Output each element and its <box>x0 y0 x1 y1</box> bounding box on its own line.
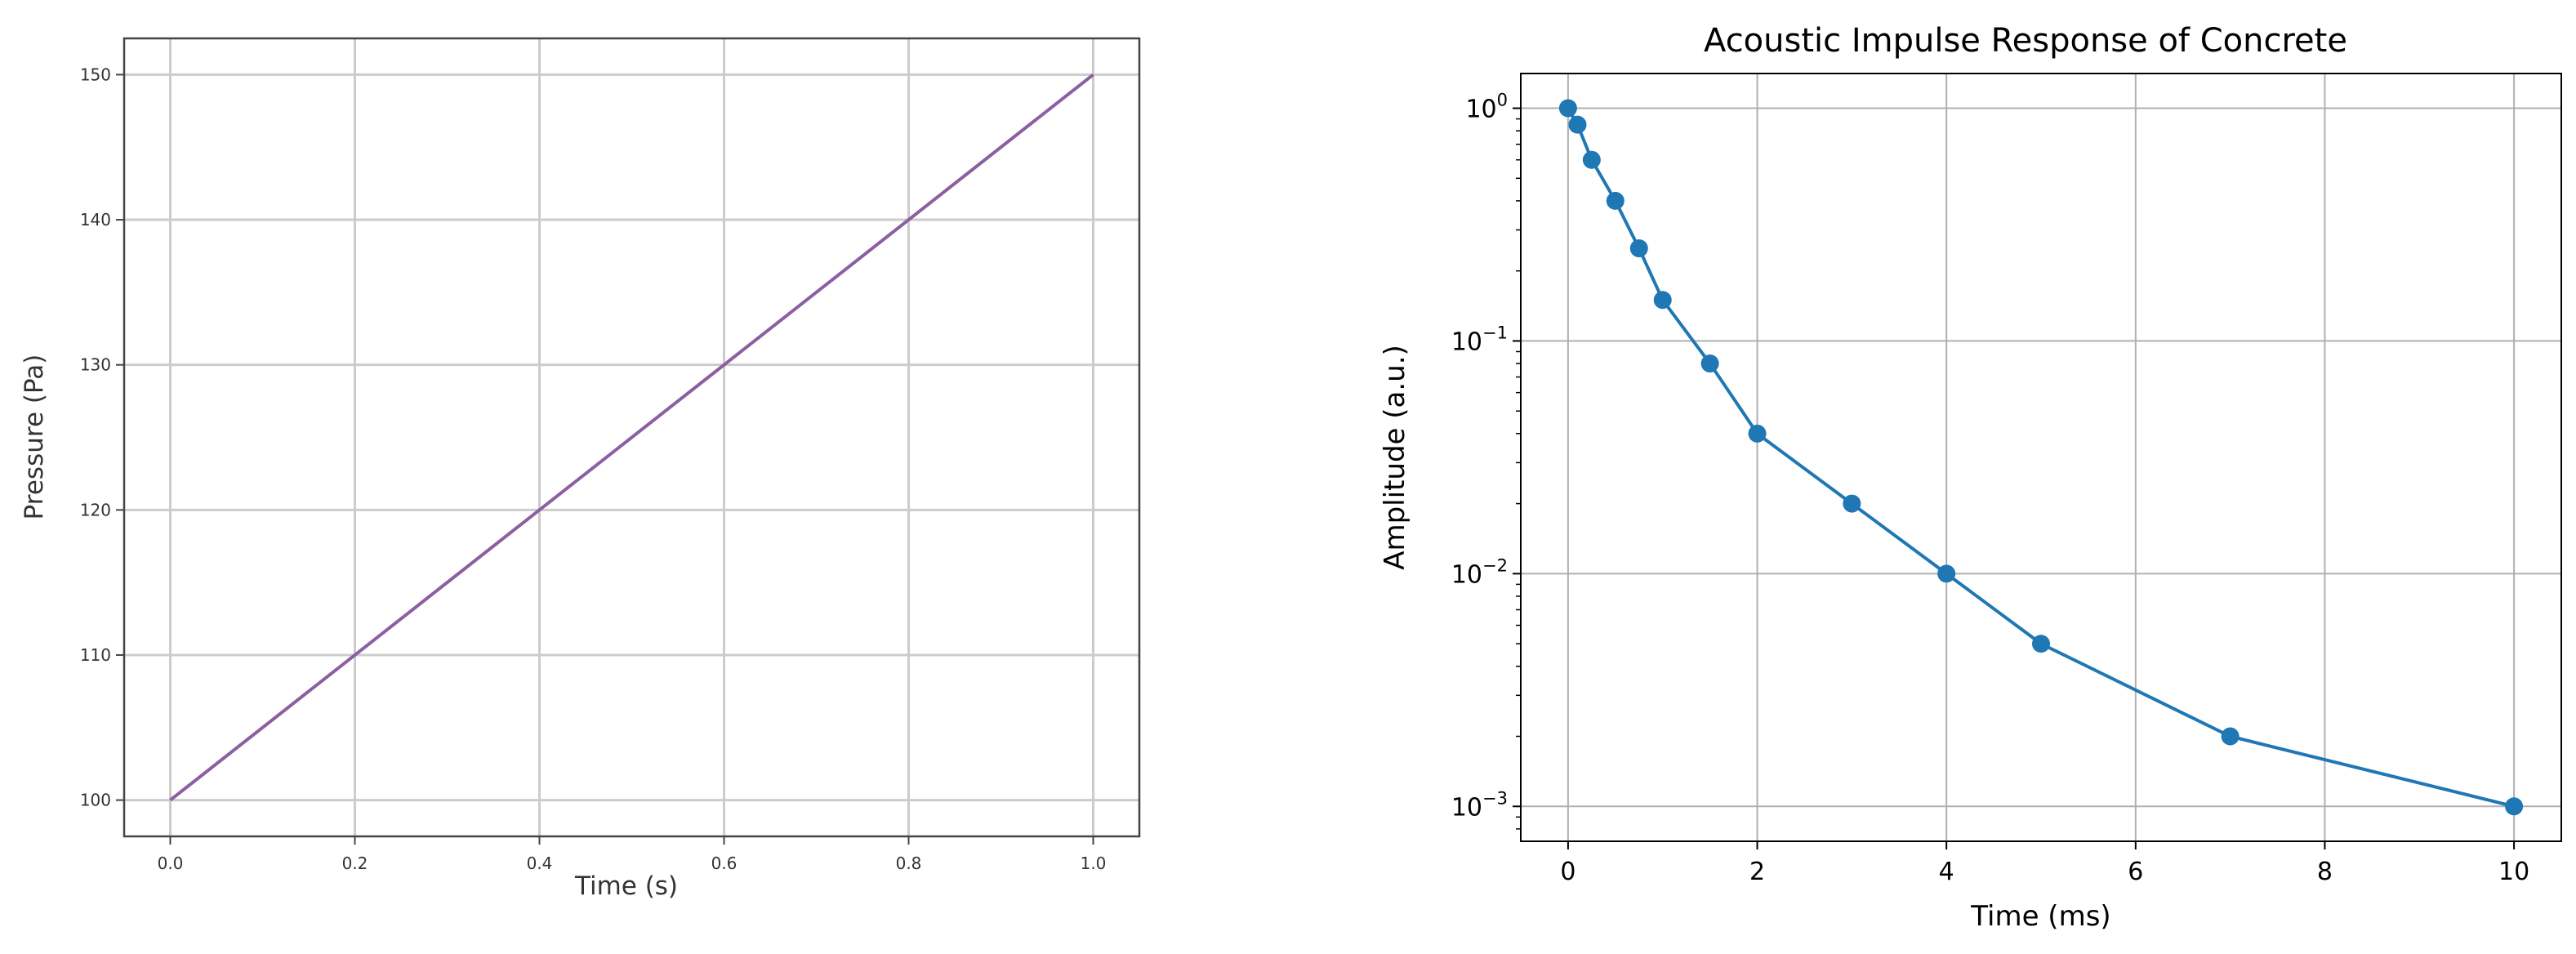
right-x-tick-label: 2 <box>1749 858 1765 886</box>
right-x-tick-label: 6 <box>2128 858 2143 886</box>
left-plot-frame <box>123 37 1141 838</box>
pressure-chart: 0.0 0.2 0.4 0.6 0.8 1.0 100 110 120 130 140 150 Ti… <box>20 37 1141 901</box>
right-x-tick-label: 0 <box>1560 858 1575 886</box>
left-grid <box>124 38 1139 836</box>
right-x-axis-label: Time (ms) <box>1970 900 2110 933</box>
right-y-tick-exponent: 0 <box>1497 91 1508 110</box>
impulse-response-line <box>1567 107 2515 809</box>
right-y-tick-label: 100 <box>1465 91 1508 124</box>
right-plot-frame <box>1520 73 2562 842</box>
left-x-tick-label: 0.2 <box>342 854 368 873</box>
left-y-tick-label: 110 <box>80 645 111 665</box>
right-series <box>1558 99 2524 816</box>
right-y-tick-base: 10 <box>1451 328 1482 356</box>
right-y-tick-base: 10 <box>1451 793 1482 822</box>
right-y-tick-label: 10−2 <box>1451 555 1508 589</box>
right-y-tick-label: 10−1 <box>1451 323 1508 356</box>
impulse-response-point <box>1937 564 1956 583</box>
left-y-ticks: 100 110 120 130 140 150 <box>80 65 124 810</box>
left-series <box>169 73 1094 802</box>
left-x-tick-label: 0.0 <box>158 854 184 873</box>
impulse-response-point <box>1700 354 1719 373</box>
left-y-tick-label: 120 <box>80 500 111 519</box>
left-x-tick-label: 1.0 <box>1081 854 1107 873</box>
impulse-response-point <box>1653 291 1672 310</box>
right-x-tick-label: 8 <box>2317 858 2333 886</box>
right-grid <box>1521 74 2561 841</box>
right-chart-title: Acoustic Impulse Response of Concrete <box>1704 22 2347 60</box>
impulse-response-point <box>1629 239 1648 258</box>
right-y-tick-exponent: −2 <box>1482 555 1508 575</box>
impulse-response-point <box>1843 494 1861 513</box>
right-y-tick-base: 10 <box>1465 96 1496 124</box>
right-y-axis-label: Amplitude (a.u.) <box>1379 345 1411 570</box>
left-x-tick-label: 0.8 <box>896 854 922 873</box>
impulse-response-point <box>1748 424 1767 443</box>
impulse-response-point <box>1606 191 1624 210</box>
right-x-tick-label: 4 <box>1939 858 1954 886</box>
left-y-tick-label: 100 <box>80 791 111 810</box>
left-x-tick-label: 0.4 <box>527 854 553 873</box>
right-y-tick-label: 10−3 <box>1451 788 1508 822</box>
left-x-tick-label: 0.6 <box>711 854 738 873</box>
impulse-response-point <box>1582 150 1601 169</box>
pressure-line <box>169 73 1094 802</box>
left-y-tick-label: 150 <box>80 65 111 84</box>
left-y-axis-label: Pressure (Pa) <box>20 354 49 520</box>
impulse-response-point <box>1568 115 1587 134</box>
right-y-tick-exponent: −3 <box>1482 788 1508 808</box>
right-y-tick-base: 10 <box>1451 560 1482 589</box>
left-y-tick-label: 140 <box>80 210 111 230</box>
right-y-tick-exponent: −1 <box>1482 323 1508 342</box>
impulse-response-point <box>2221 727 2240 746</box>
impulse-response-point <box>2505 797 2524 816</box>
left-y-tick-label: 130 <box>80 355 111 375</box>
impulse-response-chart: Acoustic Impulse Response of Concrete 0 2… <box>1379 22 2562 933</box>
impulse-response-point <box>2032 635 2050 653</box>
right-x-ticks: 0 2 4 6 8 10 <box>1560 841 2529 886</box>
right-x-tick-label: 10 <box>2498 858 2529 886</box>
left-x-ticks: 0.0 0.2 0.4 0.6 0.8 1.0 <box>158 836 1107 873</box>
left-x-axis-label: Time (s) <box>574 872 678 901</box>
impulse-response-point <box>1558 99 1577 118</box>
